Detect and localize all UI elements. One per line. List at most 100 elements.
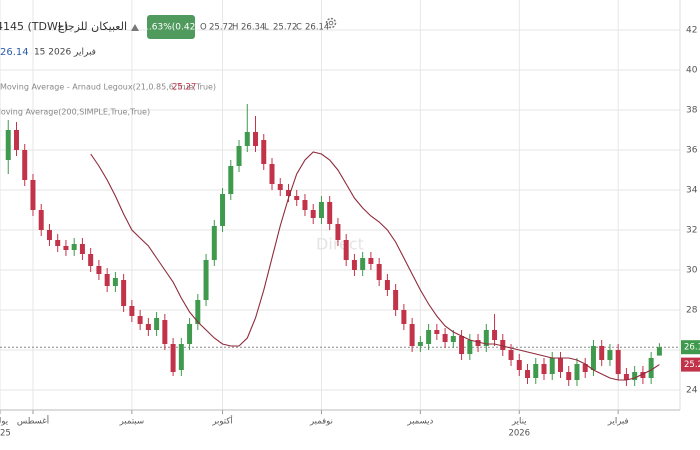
candle-body bbox=[277, 184, 283, 190]
candle-body bbox=[607, 350, 613, 360]
candle-body bbox=[566, 372, 572, 380]
candle-body bbox=[96, 266, 102, 274]
candle-body bbox=[409, 324, 415, 346]
candle-body bbox=[459, 336, 465, 354]
candle-body bbox=[533, 364, 539, 378]
candle-body bbox=[557, 358, 563, 372]
title: العبيكان للزجاج bbox=[57, 20, 127, 33]
y-tick-label: 34 bbox=[686, 186, 698, 196]
candle-body bbox=[582, 364, 588, 372]
date: 15 فبراير 2026 bbox=[34, 48, 96, 58]
candle-body bbox=[310, 210, 316, 218]
price-badge-label: 25.27 bbox=[684, 360, 700, 370]
candle-body bbox=[30, 180, 36, 210]
y-tick-label: 40 bbox=[686, 66, 698, 76]
candle-body bbox=[294, 196, 300, 200]
indicator-name: Moving Average - Arnaud Legoux(21,0.85,6… bbox=[0, 83, 216, 92]
candle-body bbox=[38, 210, 44, 230]
candle-body bbox=[269, 164, 275, 184]
candle-body bbox=[13, 130, 19, 150]
candle-body bbox=[574, 364, 580, 380]
ohlc-value: 25.72 bbox=[209, 23, 233, 33]
candle-body bbox=[5, 130, 11, 160]
candle-body bbox=[640, 372, 646, 378]
candle-body bbox=[178, 344, 184, 370]
candle-body bbox=[384, 280, 390, 290]
candle-body bbox=[203, 260, 209, 300]
ohlc-label: L bbox=[264, 23, 269, 33]
candle-body bbox=[450, 336, 456, 342]
indicator-value: 25.27 bbox=[172, 83, 196, 93]
candle-body bbox=[220, 194, 226, 226]
candle-body bbox=[154, 318, 160, 330]
y-tick-label: 28 bbox=[686, 306, 698, 316]
indicator-name: Moving Average(200,SIMPLE,True,True) bbox=[0, 108, 150, 117]
y-tick-label: 30 bbox=[686, 266, 698, 276]
y-tick-label: 38 bbox=[686, 106, 698, 116]
candle-body bbox=[211, 226, 217, 260]
candle-body bbox=[244, 132, 250, 146]
candle-body bbox=[475, 340, 481, 346]
change: 1.63%(0.42) bbox=[143, 23, 199, 33]
x-tick-label: أكتوبر bbox=[211, 415, 232, 427]
axis: 24262830323436384042يوليو2025أغسطسسبتمبر… bbox=[0, 26, 700, 439]
candle-body bbox=[261, 140, 267, 164]
candle-body bbox=[393, 290, 399, 310]
candle-body bbox=[483, 330, 489, 346]
candle-body bbox=[236, 146, 242, 166]
candle-body bbox=[623, 374, 629, 380]
x-tick-year: 2026 bbox=[508, 429, 530, 439]
x-tick-label: فبراير bbox=[607, 417, 629, 427]
x-tick-label: سبتمبر bbox=[119, 417, 144, 427]
y-tick-label: 42 bbox=[686, 26, 697, 36]
candle-body bbox=[467, 340, 473, 354]
ohlc-value: 25.72 bbox=[273, 23, 297, 33]
ohlc-label: C bbox=[296, 23, 302, 33]
candle-body bbox=[492, 330, 498, 340]
candle-body bbox=[525, 370, 531, 378]
candle-body bbox=[516, 360, 522, 370]
price-badge bbox=[681, 340, 700, 355]
candle-body bbox=[71, 244, 77, 250]
candle-body bbox=[104, 274, 110, 286]
price-badge-label: 26.14 bbox=[684, 343, 700, 353]
candle-body bbox=[615, 350, 621, 374]
candle-body bbox=[285, 190, 291, 196]
candle-body bbox=[656, 347, 662, 356]
indicator-line bbox=[90, 151, 660, 381]
y-tick-label: 32 bbox=[686, 226, 697, 236]
ohlc-label: O bbox=[200, 23, 207, 33]
x-tick-label: يناير bbox=[511, 417, 527, 427]
x-tick-label: يوليو bbox=[0, 417, 9, 427]
candle-body bbox=[508, 350, 514, 360]
candle-body bbox=[46, 230, 52, 240]
candle-body bbox=[426, 330, 432, 344]
candle-body bbox=[541, 364, 547, 374]
candle-body bbox=[55, 240, 61, 246]
candle-body bbox=[88, 254, 94, 266]
ohlc-value: 26.14 bbox=[305, 23, 329, 33]
candle-body bbox=[302, 200, 308, 210]
candle-body bbox=[500, 340, 506, 350]
candle-body bbox=[401, 310, 407, 324]
candle-body bbox=[360, 258, 366, 270]
y-tick-label: 24 bbox=[686, 386, 698, 396]
candle-body bbox=[368, 258, 374, 264]
x-tick-label: أغسطس bbox=[17, 415, 49, 427]
candle-body bbox=[195, 300, 201, 324]
x-tick-label: ديسمبر bbox=[406, 417, 433, 427]
y-tick-label: 36 bbox=[686, 146, 698, 156]
candle-body bbox=[590, 346, 596, 370]
candle-body bbox=[253, 132, 259, 146]
candle-body bbox=[376, 264, 382, 280]
settings-icon[interactable] bbox=[325, 17, 337, 29]
candle-body bbox=[79, 244, 85, 254]
candle-body bbox=[22, 150, 28, 180]
candle-body bbox=[335, 224, 341, 240]
candle-body bbox=[112, 278, 118, 286]
up-arrow bbox=[131, 24, 139, 31]
candle-body bbox=[63, 246, 69, 250]
candle-body bbox=[549, 358, 555, 374]
